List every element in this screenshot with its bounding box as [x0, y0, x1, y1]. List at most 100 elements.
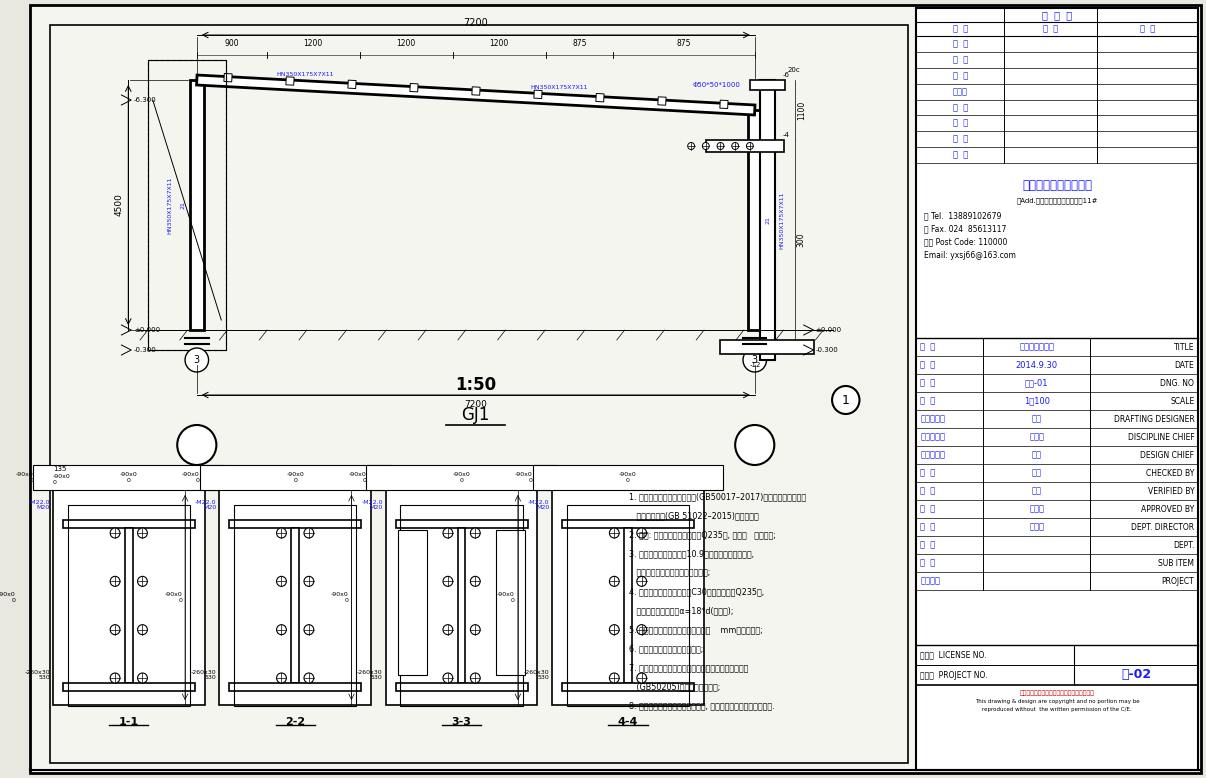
Bar: [624, 528, 632, 683]
Circle shape: [736, 425, 774, 465]
Circle shape: [276, 625, 286, 635]
Bar: [496, 530, 525, 675]
Bar: [917, 8, 1199, 770]
Text: 王志: 王志: [1031, 486, 1042, 496]
Text: DRAFTING DESIGNER: DRAFTING DESIGNER: [1113, 415, 1194, 423]
Text: -0.300: -0.300: [134, 347, 157, 353]
Text: 给排水: 给排水: [953, 87, 967, 96]
Text: 7. 锂结构的锂结构安装重要锂材结构工程施工技术规范: 7. 锂结构的锂结构安装重要锂材结构工程施工技术规范: [630, 663, 749, 672]
Text: 1200: 1200: [397, 39, 416, 48]
Text: HN350X175X7X11: HN350X175X7X11: [779, 191, 785, 249]
Text: 子  项: 子 项: [920, 559, 936, 567]
Text: -90x0
0: -90x0 0: [330, 592, 349, 603]
Text: -90x0
0: -90x0 0: [286, 472, 304, 483]
Text: 杨天: 杨天: [1031, 450, 1042, 460]
Text: APPROVED BY: APPROVED BY: [1141, 504, 1194, 513]
Polygon shape: [347, 80, 356, 89]
Bar: [720, 340, 814, 354]
Text: CHECKED BY: CHECKED BY: [1146, 468, 1194, 478]
Text: -M22.0
M20: -M22.0 M20: [362, 499, 382, 510]
Circle shape: [137, 673, 147, 683]
Bar: [562, 520, 695, 528]
Text: -260x30
530: -260x30 530: [523, 670, 549, 681]
Polygon shape: [657, 96, 666, 105]
Text: 比  例: 比 例: [920, 397, 936, 405]
Text: 日  期: 日 期: [1140, 24, 1155, 33]
Text: GJ1: GJ1: [462, 406, 490, 424]
Text: 1-1: 1-1: [118, 717, 139, 727]
Circle shape: [304, 673, 314, 683]
Bar: [567, 505, 689, 706]
Text: 电 Tel.  13889102679: 电 Tel. 13889102679: [924, 212, 1001, 220]
Text: 义佳锂结构设计工作室: 义佳锂结构设计工作室: [1023, 178, 1093, 191]
Text: DATE: DATE: [1175, 360, 1194, 370]
Text: 3-3: 3-3: [451, 717, 472, 727]
Circle shape: [609, 528, 619, 538]
Text: -6: -6: [783, 72, 790, 78]
Text: -4: -4: [783, 132, 790, 138]
Text: 建  筑: 建 筑: [953, 55, 968, 65]
Text: -90x0
0: -90x0 0: [0, 592, 16, 603]
Circle shape: [276, 528, 286, 538]
Text: TITLE: TITLE: [1173, 342, 1194, 352]
Text: 日  期: 日 期: [920, 360, 936, 370]
Text: -90x0
0: -90x0 0: [16, 472, 34, 483]
Bar: [68, 505, 191, 706]
Text: 设计号  PROJECT NO.: 设计号 PROJECT NO.: [920, 671, 988, 679]
Circle shape: [276, 673, 286, 683]
Text: 地Add.沈阳市浅山区浙州路小区11#: 地Add.沈阳市浅山区浙州路小区11#: [1017, 198, 1097, 205]
Text: 2014.9.30: 2014.9.30: [1015, 360, 1058, 370]
Text: DNG. NO: DNG. NO: [1160, 379, 1194, 387]
Circle shape: [110, 625, 119, 635]
Polygon shape: [197, 75, 755, 115]
Text: 1200: 1200: [304, 39, 323, 48]
Text: 1200: 1200: [490, 39, 509, 48]
Text: 8. 锂结构各现场锂结构构件锂托丯, 锂构构大型整要求要求求来从.: 8. 锂结构各现场锂结构构件锂托丯, 锂构构大型整要求要求求来从.: [630, 701, 775, 710]
Circle shape: [304, 528, 314, 538]
Text: -260x30
530: -260x30 530: [191, 670, 216, 681]
Text: 20c: 20c: [788, 67, 801, 73]
Text: -260x30
530: -260x30 530: [24, 670, 49, 681]
Polygon shape: [410, 83, 418, 92]
Circle shape: [470, 625, 480, 635]
Circle shape: [304, 625, 314, 635]
Text: 魏长山: 魏长山: [1029, 504, 1044, 513]
Text: -90x0
0: -90x0 0: [182, 472, 200, 483]
Bar: [191, 80, 204, 330]
Circle shape: [702, 142, 709, 149]
Text: VERIFIED BY: VERIFIED BY: [1148, 486, 1194, 496]
Text: SCALE: SCALE: [1170, 397, 1194, 405]
Circle shape: [443, 576, 452, 587]
Bar: [63, 520, 195, 528]
Text: 300: 300: [797, 233, 806, 247]
Bar: [234, 505, 356, 706]
Text: 动  力: 动 力: [953, 119, 968, 128]
Text: ±0.000: ±0.000: [134, 327, 160, 333]
Text: HN350X175X7X11: HN350X175X7X11: [276, 72, 334, 77]
Bar: [760, 80, 775, 360]
Bar: [200, 465, 391, 490]
Polygon shape: [596, 93, 604, 102]
Circle shape: [832, 386, 860, 414]
Circle shape: [470, 576, 480, 587]
Bar: [125, 528, 133, 683]
Circle shape: [747, 142, 754, 149]
Bar: [400, 505, 522, 706]
Text: 审  核: 审 核: [920, 486, 936, 496]
Text: 专  业: 专 业: [953, 24, 968, 33]
Bar: [706, 140, 784, 152]
Text: DISCIPLINE CHIEF: DISCIPLINE CHIEF: [1128, 433, 1194, 441]
Text: -90x0
0: -90x0 0: [619, 472, 637, 483]
Bar: [562, 683, 695, 691]
Text: DESIGN CHIEF: DESIGN CHIEF: [1140, 450, 1194, 460]
Bar: [396, 683, 528, 691]
Bar: [386, 490, 538, 705]
Bar: [229, 520, 362, 528]
Text: Email: yxsj66@163.com: Email: yxsj66@163.com: [924, 251, 1015, 260]
Text: -M22.0
M20: -M22.0 M20: [528, 499, 549, 510]
Text: 总  图: 总 图: [953, 40, 968, 48]
Circle shape: [609, 576, 619, 587]
Text: 设计主持人: 设计主持人: [920, 450, 946, 460]
Polygon shape: [472, 87, 480, 95]
Text: PROJECT: PROJECT: [1161, 576, 1194, 586]
